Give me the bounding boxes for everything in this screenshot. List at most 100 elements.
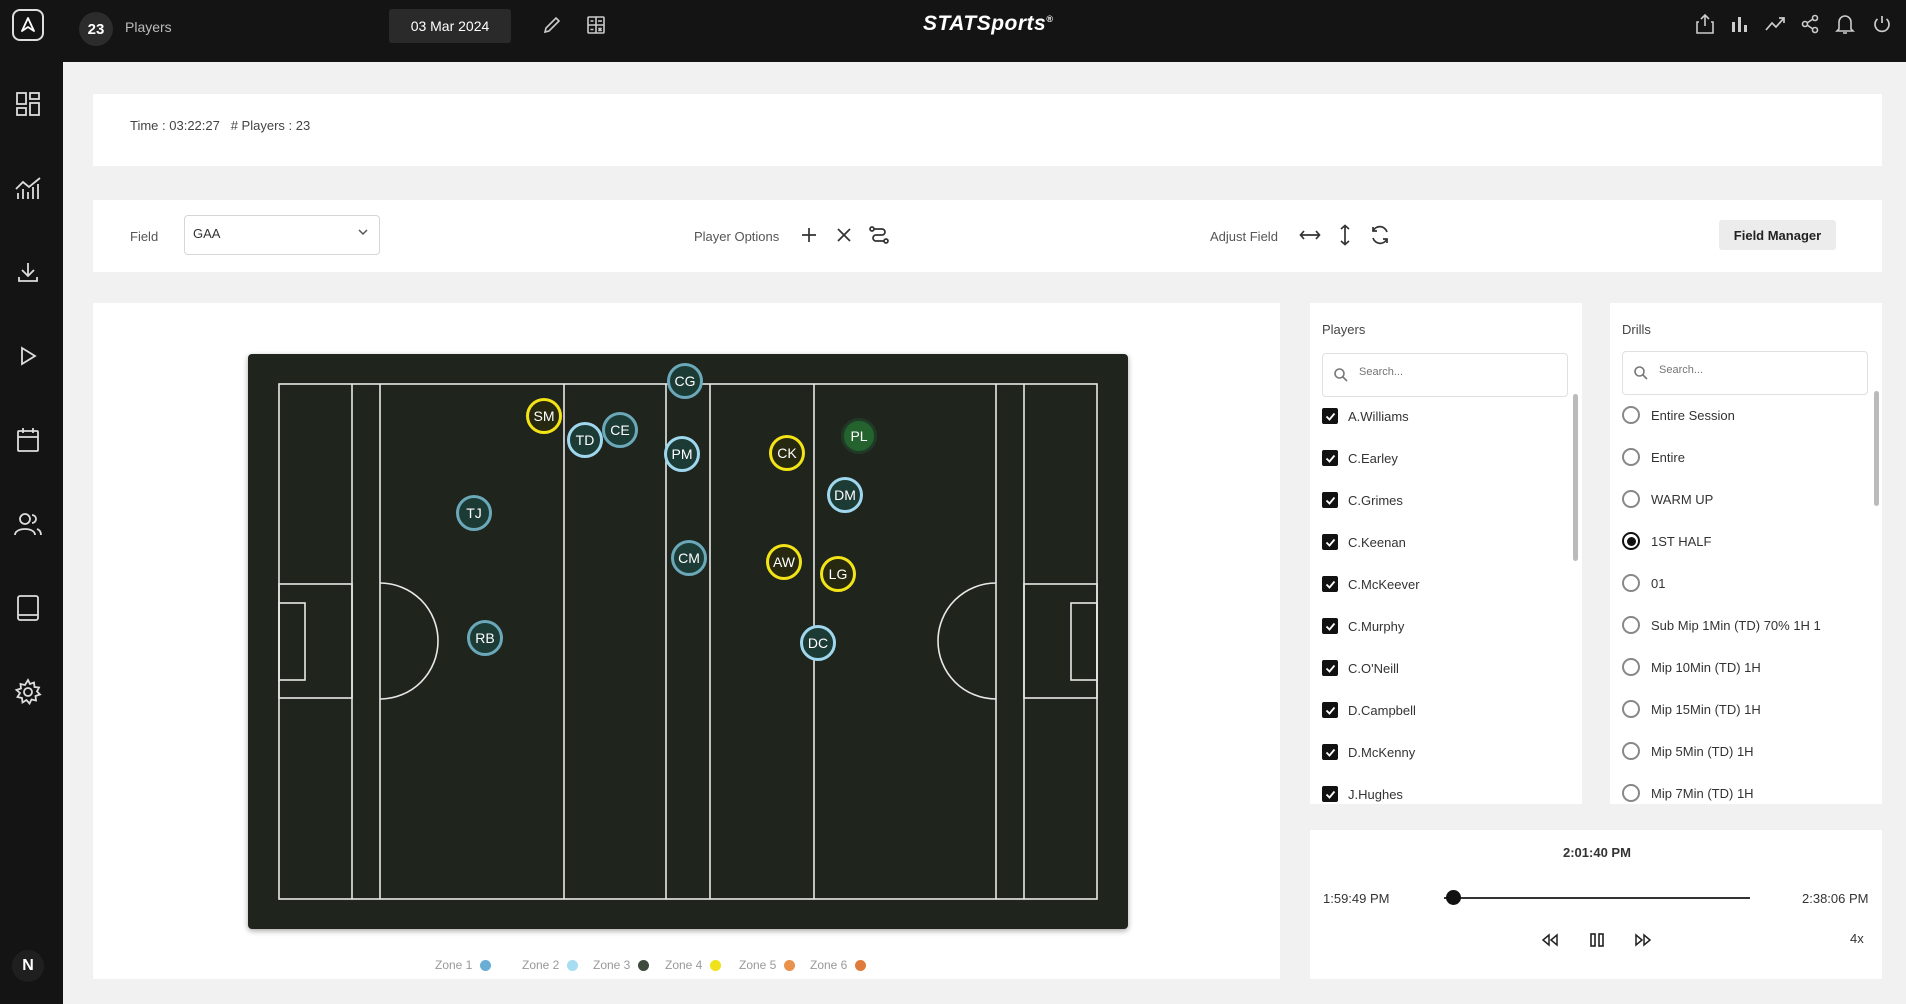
player-marker-rb[interactable]: RB: [467, 620, 503, 656]
drill-list-item[interactable]: 1ST HALF: [1622, 520, 1870, 562]
session-date-button[interactable]: 03 Mar 2024: [389, 9, 511, 43]
drill-list-item[interactable]: Mip 10Min (TD) 1H: [1622, 646, 1870, 688]
checkbox-checked-icon[interactable]: [1322, 618, 1338, 634]
player-list-item[interactable]: C.O'Neill: [1322, 647, 1570, 689]
add-player-icon[interactable]: [797, 223, 821, 247]
play-icon[interactable]: [12, 340, 44, 372]
user-avatar[interactable]: N: [12, 950, 44, 982]
player-list-item[interactable]: D.Campbell: [1322, 689, 1570, 731]
timeline-handle[interactable]: [1446, 890, 1462, 905]
drills-scrollbar[interactable]: [1874, 391, 1879, 506]
drill-list-item[interactable]: Mip 5Min (TD) 1H: [1622, 730, 1870, 772]
stretch-vertical-icon[interactable]: [1333, 223, 1357, 247]
export-icon[interactable]: [1694, 13, 1716, 35]
player-list-item[interactable]: J.Hughes: [1322, 773, 1570, 804]
checkbox-checked-icon[interactable]: [1322, 576, 1338, 592]
checkbox-checked-icon[interactable]: [1322, 786, 1338, 802]
calendar-icon[interactable]: [12, 424, 44, 456]
fast-forward-icon[interactable]: [1631, 930, 1655, 950]
player-marker-ce[interactable]: CE: [602, 412, 638, 448]
player-marker-cm[interactable]: CM: [671, 540, 707, 576]
timeline-track[interactable]: [1444, 897, 1750, 899]
dashboard-icon[interactable]: [12, 88, 44, 120]
drills-search[interactable]: [1622, 351, 1868, 395]
player-marker-aw[interactable]: AW: [766, 544, 802, 580]
drill-list-item[interactable]: Mip 7Min (TD) 1H: [1622, 772, 1870, 804]
player-marker-tj[interactable]: TJ: [456, 495, 492, 531]
gaa-pitch[interactable]: CG SM TD CE PM CK PL DM TJ CM AW LG RB DC: [248, 354, 1128, 929]
radio-icon[interactable]: [1622, 658, 1640, 676]
checkbox-checked-icon[interactable]: [1322, 702, 1338, 718]
radio-icon[interactable]: [1622, 448, 1640, 466]
player-marker-lg[interactable]: LG: [820, 556, 856, 592]
playback-speed[interactable]: 4x: [1850, 931, 1864, 946]
drill-list-item[interactable]: WARM UP: [1622, 478, 1870, 520]
player-list-item[interactable]: C.McKeever: [1322, 563, 1570, 605]
player-marker-dm[interactable]: DM: [827, 477, 863, 513]
field-select[interactable]: GAA: [184, 215, 380, 255]
legend-item: Zone 3: [593, 958, 650, 972]
drill-list-item[interactable]: Sub Mip 1Min (TD) 70% 1H 1: [1622, 604, 1870, 646]
player-list-item[interactable]: D.McKenny: [1322, 731, 1570, 773]
player-name: C.O'Neill: [1348, 660, 1399, 676]
checkbox-checked-icon[interactable]: [1322, 534, 1338, 550]
app-logo-icon[interactable]: [12, 9, 44, 41]
player-list-item[interactable]: C.Keenan: [1322, 521, 1570, 563]
tablet-icon[interactable]: [12, 592, 44, 624]
pause-icon[interactable]: [1585, 930, 1609, 950]
edit-pencil-icon[interactable]: [541, 14, 563, 36]
drill-list-item[interactable]: Entire: [1622, 436, 1870, 478]
stretch-horizontal-icon[interactable]: [1298, 223, 1322, 247]
drill-name: Sub Mip 1Min (TD) 70% 1H 1: [1651, 617, 1821, 633]
checkbox-checked-icon[interactable]: [1322, 744, 1338, 760]
checkbox-checked-icon[interactable]: [1322, 408, 1338, 424]
team-icon[interactable]: [12, 508, 44, 540]
bar-chart-icon[interactable]: [1729, 13, 1751, 35]
drill-list-item[interactable]: Mip 15Min (TD) 1H: [1622, 688, 1870, 730]
drill-list-item[interactable]: Entire Session: [1622, 394, 1870, 436]
player-marker-sm[interactable]: SM: [526, 398, 562, 434]
player-list-item[interactable]: C.Grimes: [1322, 479, 1570, 521]
trend-icon[interactable]: [1764, 13, 1786, 35]
player-marker-td[interactable]: TD: [567, 422, 603, 458]
radio-icon[interactable]: [1622, 784, 1640, 802]
player-list-item[interactable]: C.Murphy: [1322, 605, 1570, 647]
checkbox-checked-icon[interactable]: [1322, 660, 1338, 676]
player-marker-pm[interactable]: PM: [664, 436, 700, 472]
radio-icon[interactable]: [1622, 406, 1640, 424]
players-search[interactable]: [1322, 353, 1568, 397]
radio-icon[interactable]: [1622, 574, 1640, 592]
remove-player-icon[interactable]: [832, 223, 856, 247]
session-info: Time : 03:22:27 # Players : 23: [130, 118, 310, 133]
calculator-icon[interactable]: [585, 14, 607, 36]
rotate-field-icon[interactable]: [1368, 223, 1392, 247]
players-search-input[interactable]: [1359, 366, 1549, 378]
drill-name: 01: [1651, 575, 1666, 591]
player-trail-icon[interactable]: [867, 223, 891, 247]
player-list-item[interactable]: A.Williams: [1322, 395, 1570, 437]
radio-selected-icon[interactable]: [1622, 532, 1640, 550]
checkbox-checked-icon[interactable]: [1322, 492, 1338, 508]
bell-icon[interactable]: [1834, 13, 1856, 35]
player-marker-ck[interactable]: CK: [769, 435, 805, 471]
end-time: 2:38:06 PM: [1802, 891, 1869, 906]
power-icon[interactable]: [1871, 13, 1893, 35]
analytics-icon[interactable]: [12, 172, 44, 204]
rewind-icon[interactable]: [1538, 930, 1562, 950]
checkbox-checked-icon[interactable]: [1322, 450, 1338, 466]
players-scrollbar[interactable]: [1573, 394, 1578, 561]
field-manager-button[interactable]: Field Manager: [1719, 220, 1836, 250]
radio-icon[interactable]: [1622, 742, 1640, 760]
radio-icon[interactable]: [1622, 700, 1640, 718]
share-icon[interactable]: [1799, 13, 1821, 35]
player-marker-cg[interactable]: CG: [667, 363, 703, 399]
radio-icon[interactable]: [1622, 616, 1640, 634]
radio-icon[interactable]: [1622, 490, 1640, 508]
player-marker-dc[interactable]: DC: [800, 625, 836, 661]
drill-list-item[interactable]: 01: [1622, 562, 1870, 604]
player-marker-pl[interactable]: PL: [841, 418, 877, 454]
download-icon[interactable]: [12, 256, 44, 288]
player-list-item[interactable]: C.Earley: [1322, 437, 1570, 479]
settings-icon[interactable]: [12, 676, 44, 708]
drills-search-input[interactable]: [1659, 364, 1849, 376]
